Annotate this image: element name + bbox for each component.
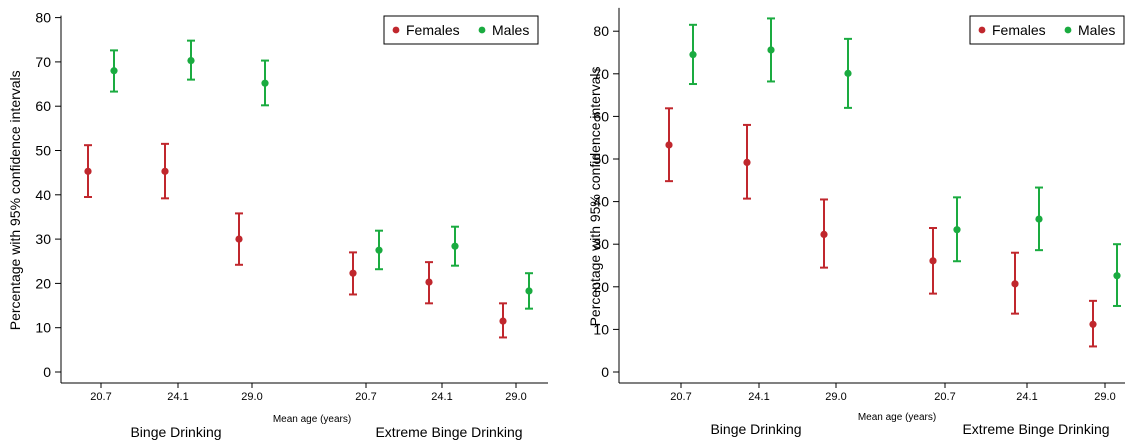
legend-box <box>969 15 1125 45</box>
y-tick-label: 80 <box>593 23 609 39</box>
y-tick-label: 70 <box>593 66 609 82</box>
legend-box <box>383 15 539 45</box>
data-point-females <box>1089 320 1097 328</box>
legend-marker <box>392 26 400 34</box>
y-tick-label: 0 <box>43 364 51 380</box>
x-tick-label: 24.1 <box>167 391 188 403</box>
x-tick-label: 29.0 <box>241 391 262 403</box>
data-point-females <box>349 269 357 277</box>
data-point-males <box>844 69 852 77</box>
y-tick-label: 30 <box>593 236 609 252</box>
chart-panel-2: 0 10 20 30 40 50 60 70 80 Percentage with 95% con… <box>587 7 1125 437</box>
data-point-males <box>953 226 961 234</box>
y-axis-label: Percentage with 95% confidence intervals <box>587 66 603 326</box>
y-tick-label: 80 <box>35 10 51 26</box>
legend-marker <box>478 26 486 34</box>
y-tick-label: 20 <box>35 275 51 291</box>
x-tick-label: 24.1 <box>1016 391 1037 403</box>
x-axis-label: Mean age (years) <box>273 414 351 425</box>
data-point-males <box>375 246 383 254</box>
legend: Females Males <box>969 15 1125 45</box>
data-point-males <box>689 51 697 59</box>
data-point-males <box>1113 272 1121 280</box>
y-axis-label: Percentage with 95% confidence intervals <box>7 70 23 330</box>
data-point-males <box>110 67 118 75</box>
group-label: Extreme Binge Drinking <box>962 421 1109 437</box>
data-point-females <box>1011 280 1019 288</box>
y-tick-label: 60 <box>593 108 609 124</box>
data-point-females <box>235 235 243 243</box>
x-tick-label: 20.7 <box>355 391 376 403</box>
y-tick-label: 70 <box>35 54 51 70</box>
x-tick-label: 24.1 <box>431 391 452 403</box>
data-point-males <box>525 287 533 295</box>
data-point-males <box>261 79 269 87</box>
x-axis-label: Mean age (years) <box>858 412 936 423</box>
legend-marker <box>978 26 986 34</box>
y-tick-label: 40 <box>593 194 609 210</box>
chart-panel-1: 0 10 20 30 40 50 60 70 80 Percentage with 95% con… <box>7 10 548 440</box>
group-label: Extreme Binge Drinking <box>375 424 522 440</box>
data-point-males <box>767 46 775 54</box>
x-tick-label: 29.0 <box>505 391 526 403</box>
y-tick-label: 30 <box>35 231 51 247</box>
data-point-females <box>820 230 828 239</box>
group-label: Binge Drinking <box>710 421 801 437</box>
x-tick-label: 20.7 <box>670 391 691 403</box>
data-point-males <box>187 56 195 65</box>
data-point-females <box>743 158 751 167</box>
y-tick-label: 60 <box>35 98 51 114</box>
legend: Females Males <box>383 15 539 45</box>
data-point-females <box>161 167 169 175</box>
legend-marker <box>1064 26 1072 34</box>
y-tick-label: 50 <box>35 143 51 159</box>
data-point-females <box>499 317 507 325</box>
y-tick-label: 0 <box>601 364 609 380</box>
data-point-males <box>1035 215 1043 223</box>
x-tick-label: 29.0 <box>1094 391 1115 403</box>
x-tick-label: 20.7 <box>90 391 111 403</box>
y-tick-label: 40 <box>35 187 51 203</box>
group-label: Binge Drinking <box>130 424 221 440</box>
y-tick-label: 50 <box>593 151 609 167</box>
data-point-females <box>425 278 433 286</box>
x-tick-label: 29.0 <box>825 391 846 403</box>
y-tick-label: 10 <box>35 320 51 336</box>
data-point-females <box>665 141 673 149</box>
x-tick-label: 24.1 <box>748 391 769 403</box>
legend-label: Males <box>492 22 529 38</box>
y-tick-label: 20 <box>593 279 609 295</box>
x-tick-label: 20.7 <box>934 391 955 403</box>
y-tick-label: 10 <box>593 321 609 337</box>
legend-label: Females <box>406 22 460 38</box>
legend-label: Males <box>1078 22 1115 38</box>
legend-label: Females <box>992 22 1046 38</box>
data-point-females <box>84 167 92 175</box>
data-point-females <box>929 257 937 265</box>
data-point-males <box>451 242 459 250</box>
